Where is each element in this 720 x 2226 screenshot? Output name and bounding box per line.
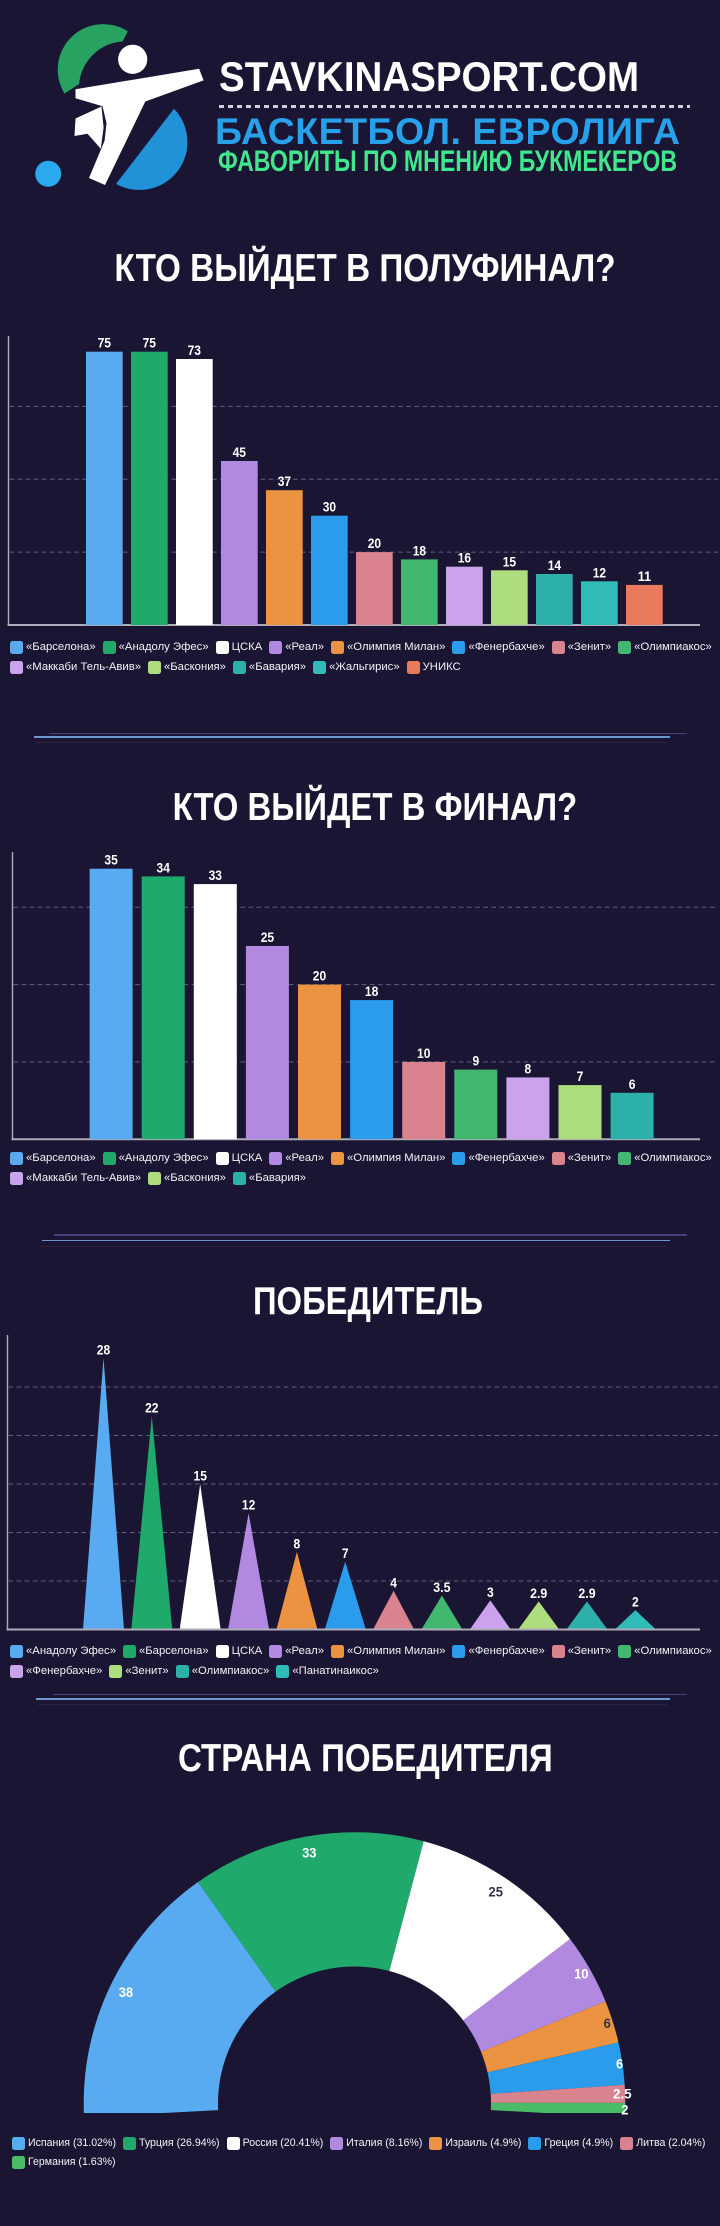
svg-text:75: 75 [98,335,112,351]
svg-text:34: 34 [157,859,171,875]
svg-text:75: 75 [143,335,157,351]
svg-text:12: 12 [242,1497,256,1513]
svg-text:18: 18 [413,542,427,558]
svg-text:20: 20 [313,968,327,984]
svg-text:6: 6 [616,2055,623,2071]
svg-text:16: 16 [458,550,472,566]
svg-text:11: 11 [638,568,652,584]
svg-text:14: 14 [548,557,562,573]
svg-text:45: 45 [233,444,247,460]
svg-text:2.9: 2.9 [530,1585,547,1601]
svg-text:25: 25 [489,1883,504,1899]
svg-text:2: 2 [632,1594,639,1610]
svg-text:3.5: 3.5 [433,1579,450,1595]
svg-text:8: 8 [294,1536,301,1552]
svg-text:10: 10 [417,1045,431,1061]
svg-text:15: 15 [503,553,517,569]
svg-text:10: 10 [574,1965,589,1981]
svg-text:73: 73 [188,342,202,358]
svg-text:2.9: 2.9 [578,1585,595,1601]
svg-text:6: 6 [604,2015,611,2031]
svg-text:15: 15 [194,1468,208,1484]
svg-text:4: 4 [390,1574,397,1590]
svg-text:2.5: 2.5 [613,2086,632,2102]
svg-text:8: 8 [525,1060,532,1076]
svg-text:25: 25 [261,929,275,945]
svg-text:7: 7 [577,1068,584,1084]
svg-text:2: 2 [621,2102,628,2118]
svg-text:33: 33 [209,867,223,883]
svg-text:9: 9 [472,1053,479,1069]
svg-text:37: 37 [278,473,292,489]
svg-text:20: 20 [368,535,382,551]
svg-text:3: 3 [487,1584,494,1600]
svg-text:18: 18 [365,983,379,999]
svg-text:7: 7 [342,1545,349,1561]
svg-text:30: 30 [323,499,337,515]
svg-text:22: 22 [145,1400,159,1416]
svg-text:12: 12 [593,564,607,580]
svg-text:35: 35 [104,852,118,868]
svg-text:38: 38 [119,1984,134,2000]
svg-text:33: 33 [302,1845,317,1861]
svg-text:6: 6 [629,1076,636,1092]
svg-text:28: 28 [97,1342,111,1358]
